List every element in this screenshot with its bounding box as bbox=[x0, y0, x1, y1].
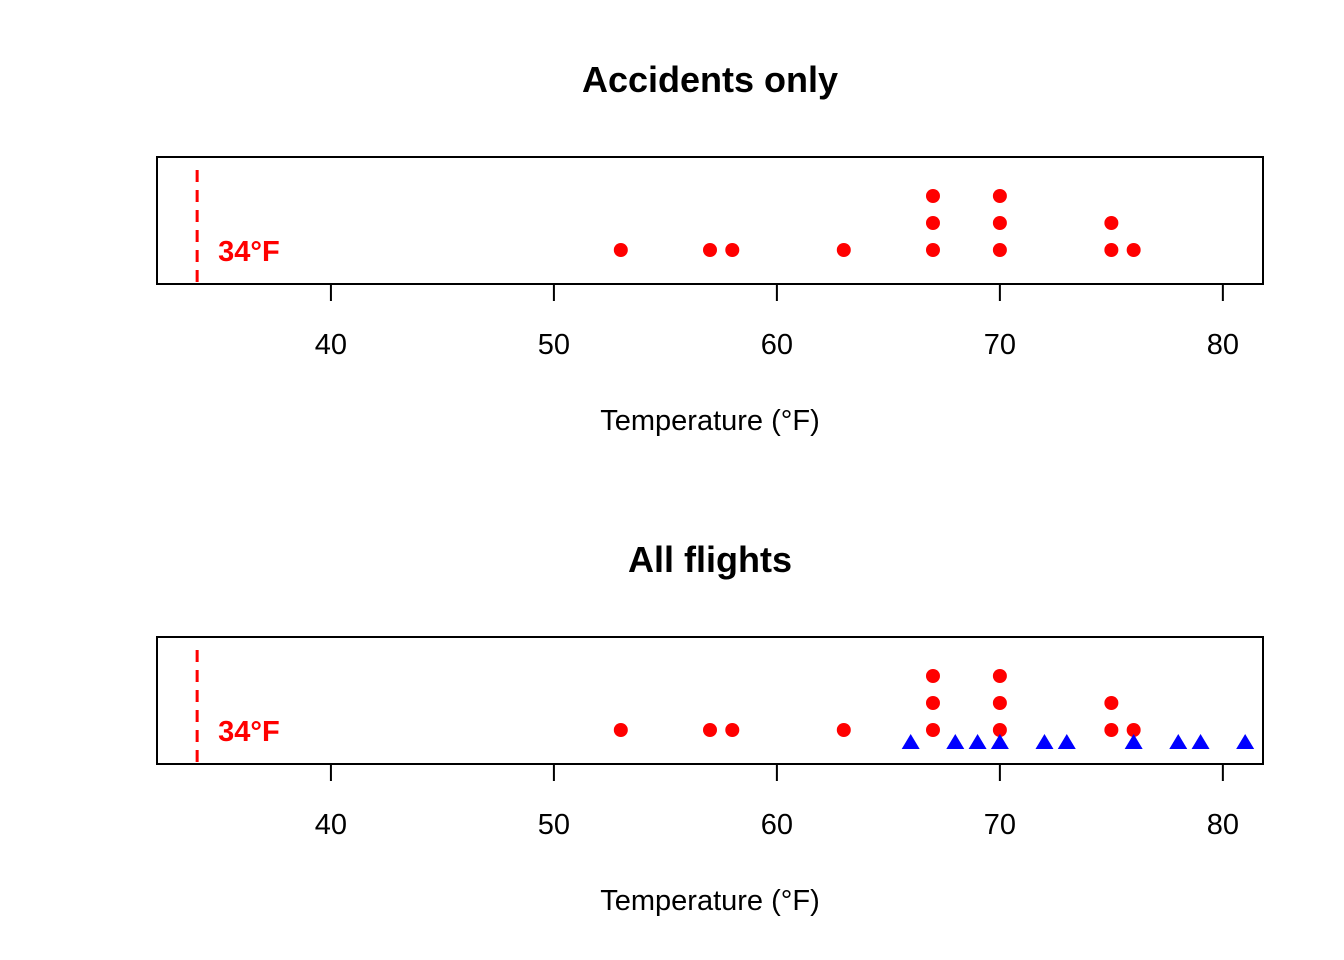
plot-frame bbox=[156, 636, 1264, 765]
x-axis: 40 50 60 70 80 bbox=[315, 283, 1239, 361]
x-axis-label: Temperature (°F) bbox=[600, 885, 819, 917]
accident-point bbox=[613, 723, 628, 737]
no-accident-point bbox=[968, 734, 987, 749]
no-accident-point bbox=[1057, 734, 1076, 749]
no-accident-point bbox=[1191, 734, 1210, 749]
reference-line-label: 34°F bbox=[218, 716, 280, 748]
accident-point bbox=[703, 243, 717, 257]
accident-point bbox=[992, 669, 1007, 683]
accident-point bbox=[836, 243, 851, 257]
x-axis: 40 50 60 70 80 bbox=[315, 763, 1239, 841]
accident-point bbox=[992, 723, 1007, 737]
accident-point bbox=[1126, 243, 1141, 257]
tick-label: 70 bbox=[984, 809, 1016, 841]
accident-point bbox=[992, 216, 1007, 230]
tick-label: 80 bbox=[1207, 809, 1239, 841]
chart-title: Accidents only bbox=[582, 59, 838, 100]
accident-point bbox=[1126, 723, 1141, 737]
accident-point bbox=[613, 243, 628, 257]
accident-point bbox=[836, 723, 851, 737]
chart-title: All flights bbox=[628, 539, 792, 580]
tick-label: 50 bbox=[538, 329, 570, 361]
accident-point bbox=[1104, 723, 1119, 737]
accident-point bbox=[992, 696, 1007, 710]
tick-label: 50 bbox=[538, 809, 570, 841]
data-points: 34°F bbox=[195, 650, 1255, 766]
accident-point bbox=[925, 189, 940, 203]
accident-point bbox=[992, 243, 1007, 257]
accident-point bbox=[1104, 696, 1119, 710]
accident-point bbox=[925, 243, 940, 257]
no-accident-point bbox=[990, 734, 1009, 749]
no-accident-point bbox=[1035, 734, 1054, 749]
tick-label: 60 bbox=[761, 809, 793, 841]
no-accident-point bbox=[1124, 734, 1143, 749]
accident-point bbox=[925, 669, 940, 683]
tick-label: 40 bbox=[315, 329, 347, 361]
no-accident-point bbox=[946, 734, 965, 749]
tick-label: 80 bbox=[1207, 329, 1239, 361]
accident-point bbox=[925, 216, 940, 230]
data-points: 34°F bbox=[195, 170, 1141, 286]
panel-all-flights: All flights 34°F 40 50 60 70 80 Temperature … bbox=[156, 539, 1264, 917]
no-accident-point bbox=[1169, 734, 1188, 749]
no-accident-point bbox=[1236, 734, 1255, 749]
plot-frame bbox=[156, 156, 1264, 285]
accident-point bbox=[725, 243, 740, 257]
accident-point bbox=[992, 189, 1007, 203]
accident-point bbox=[925, 696, 940, 710]
tick-label: 60 bbox=[761, 329, 793, 361]
accident-point bbox=[1104, 243, 1119, 257]
reference-line-label: 34°F bbox=[218, 236, 280, 268]
x-axis-label: Temperature (°F) bbox=[600, 405, 819, 437]
accident-point bbox=[725, 723, 740, 737]
accident-point bbox=[703, 723, 717, 737]
panel-accidents-only: Accidents only 34°F 40 50 60 70 80 Temperatu… bbox=[156, 59, 1264, 437]
accident-point bbox=[925, 723, 940, 737]
tick-label: 70 bbox=[984, 329, 1016, 361]
no-accident-point bbox=[901, 734, 920, 749]
tick-label: 40 bbox=[315, 809, 347, 841]
accident-point bbox=[1104, 216, 1119, 230]
